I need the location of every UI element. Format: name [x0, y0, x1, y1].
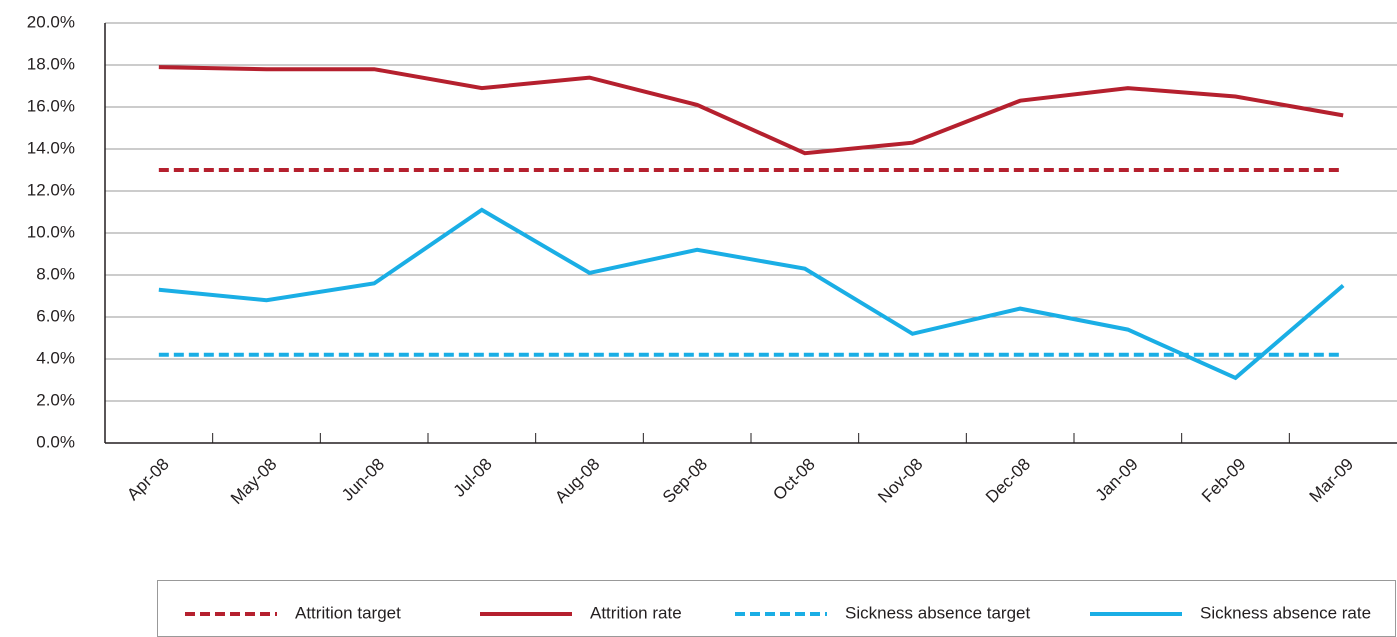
series-line [158, 207, 1345, 381]
x-tick-label: Oct-08 [769, 455, 819, 505]
legend-label: Sickness absence target [845, 603, 1030, 622]
x-tick-label: Nov-08 [874, 455, 926, 507]
y-tick-label: 12.0% [27, 180, 75, 199]
y-tick-label: 0.0% [36, 432, 75, 451]
x-tick-label: Aug-08 [551, 455, 603, 507]
x-tick-label: Apr-08 [123, 455, 173, 505]
x-tick-label: Mar-09 [1306, 455, 1358, 507]
y-tick-label: 16.0% [27, 96, 75, 115]
y-tick-label: 10.0% [27, 222, 75, 241]
x-tick-label: Jul-08 [450, 455, 496, 501]
x-tick-label: Feb-09 [1198, 455, 1250, 507]
x-tick-label: Sep-08 [659, 455, 711, 507]
x-tick-label: Dec-08 [982, 455, 1034, 507]
y-tick-label: 8.0% [36, 264, 75, 283]
x-tick-label: Jun-08 [338, 455, 388, 505]
legend-label: Attrition target [295, 603, 401, 622]
y-tick-label: 18.0% [27, 54, 75, 73]
series-line [158, 65, 1344, 156]
y-tick-label: 20.0% [27, 12, 75, 31]
y-tick-label: 4.0% [36, 348, 75, 367]
x-tick-label: May-08 [227, 455, 281, 509]
legend-label: Attrition rate [590, 603, 682, 622]
x-tick-label: Jan-09 [1092, 455, 1142, 505]
legend-label: Sickness absence rate [1200, 603, 1371, 622]
y-tick-label: 2.0% [36, 390, 75, 409]
y-tick-label: 6.0% [36, 306, 75, 325]
y-tick-label: 14.0% [27, 138, 75, 157]
